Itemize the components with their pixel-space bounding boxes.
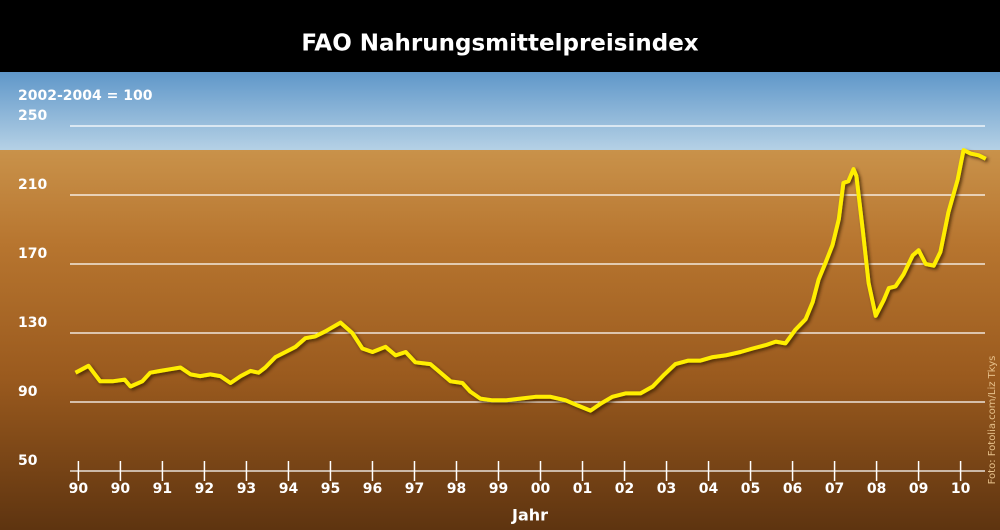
y-tick-label: 250 xyxy=(18,108,47,124)
field-background xyxy=(0,150,1000,530)
x-tick-label: 97 xyxy=(405,481,424,497)
x-tick-label: 09 xyxy=(909,481,928,497)
x-tick-label: 90 xyxy=(69,481,89,497)
x-tick-label: 92 xyxy=(195,481,214,497)
x-tick-label: 03 xyxy=(657,481,676,497)
x-axis-label: Jahr xyxy=(511,506,548,525)
x-tick-label: 90 xyxy=(111,481,131,497)
x-tick-label: 05 xyxy=(741,481,760,497)
photo-credit: Foto: Fotolia.com/Liz Tkys xyxy=(987,356,998,485)
x-tick-label: 01 xyxy=(573,481,592,497)
y-tick-label: 170 xyxy=(18,246,47,262)
y-tick-label: 90 xyxy=(18,384,38,400)
x-tick-label: 00 xyxy=(531,481,551,497)
y-tick-label: 50 xyxy=(18,453,38,469)
chart-title: FAO Nahrungsmittelpreisindex xyxy=(301,31,698,57)
page: FAO Nahrungsmittelpreisindex 2002-2004 =… xyxy=(0,0,1000,530)
x-tick-label: 93 xyxy=(237,481,256,497)
x-tick-label: 91 xyxy=(153,481,172,497)
x-tick-label: 96 xyxy=(363,481,382,497)
chart: FAO Nahrungsmittelpreisindex 2002-2004 =… xyxy=(0,0,1000,530)
x-tick-label: 95 xyxy=(321,481,340,497)
sky-background xyxy=(0,72,1000,152)
x-tick-label: 04 xyxy=(699,481,719,497)
x-tick-label: 99 xyxy=(489,481,508,497)
y-tick-label: 210 xyxy=(18,177,47,193)
chart-subtitle: 2002-2004 = 100 xyxy=(18,88,153,104)
x-tick-label: 08 xyxy=(867,481,886,497)
x-tick-label: 06 xyxy=(783,481,802,497)
x-tick-label: 98 xyxy=(447,481,466,497)
x-tick-label: 94 xyxy=(279,481,299,497)
x-tick-label: 02 xyxy=(615,481,634,497)
x-tick-label: 10 xyxy=(951,481,971,497)
x-tick-label: 07 xyxy=(825,481,844,497)
y-tick-label: 130 xyxy=(18,315,47,331)
